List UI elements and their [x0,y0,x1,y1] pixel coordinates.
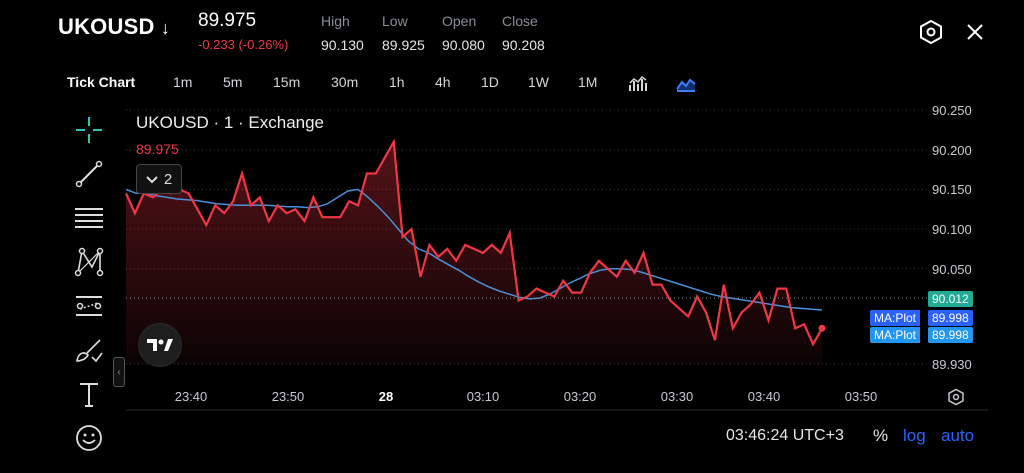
indicators-icon[interactable] [627,73,649,95]
stat-high-value: 90.130 [321,37,364,53]
x-tick-label: 28 [378,389,394,404]
last-price: 89.975 [198,10,257,31]
price-line [124,138,823,347]
ma-line [125,188,823,311]
direction-arrow-icon: ↓ [160,18,171,38]
indicator-count: 2 [163,170,173,188]
percent-scale-toggle[interactable]: % [873,426,889,445]
symbol-title[interactable]: UKOUSD ↓ [58,14,170,40]
stat-low-label: Low [382,13,408,29]
last-price-tag: 90.012 [928,291,973,307]
tab-1m[interactable]: 1m [173,74,193,90]
stat-open-label: Open [442,13,477,29]
chevron-left-icon: ‹ [117,366,121,378]
emoji-icon[interactable] [72,421,106,455]
auto-scale-toggle[interactable]: auto [941,426,975,445]
area-chart-icon[interactable] [675,73,697,95]
stat-close-label: Close [502,13,538,29]
ma-tag-label: MA:Plot [870,327,921,343]
y-tick-label: 90.050 [932,262,972,277]
log-scale-toggle[interactable]: log [903,426,926,445]
collapse-toolbar-button[interactable]: ‹ [113,357,125,387]
y-tick-label: 90.200 [932,143,972,158]
tab-30m[interactable]: 30m [331,74,359,90]
legend-collapse-button[interactable]: 2 [136,164,182,194]
stat-high-label: High [321,13,350,29]
stat-open-value: 90.080 [442,37,485,53]
tab-1w[interactable]: 1W [528,74,549,90]
y-tick-label: 90.250 [932,103,972,118]
price-change: -0.233 (-0.26%) [198,37,289,52]
legend-price: 89.975 [136,141,179,157]
tab-tick-chart[interactable]: Tick Chart [67,74,136,90]
x-tick-label: 03:20 [563,389,597,404]
hexagon-gear-icon[interactable] [917,18,945,46]
fib-lines-icon[interactable] [72,201,106,235]
ma-tag-value: 89.998 [928,310,973,326]
ma-tag-value: 89.998 [928,327,973,343]
tab-1mo[interactable]: 1M [578,74,598,90]
x-tick-label: 23:50 [271,389,305,404]
x-tick-label: 03:30 [660,389,694,404]
stat-low-value: 89.925 [382,37,425,53]
stat-close-value: 90.208 [502,37,545,53]
last-point [818,324,826,332]
axis-settings-icon[interactable] [945,386,967,408]
text-icon[interactable] [72,377,106,411]
y-tick-label: 89.930 [932,357,972,372]
tab-1d[interactable]: 1D [481,74,499,90]
close-icon[interactable] [961,18,989,46]
prediction-icon[interactable] [72,289,106,323]
brush-icon[interactable] [72,333,106,367]
price-area-fill [126,141,822,364]
y-tick-label: 90.150 [932,182,972,197]
crosshair-icon[interactable] [72,113,106,147]
tab-1h[interactable]: 1h [389,74,405,90]
x-tick-label: 03:10 [466,389,500,404]
tradingview-logo-icon [138,323,182,367]
x-tick-label: 03:40 [747,389,781,404]
tab-15m[interactable]: 15m [273,74,301,90]
tab-4h[interactable]: 4h [435,74,451,90]
x-tick-label: 23:40 [174,389,208,404]
ma-tag-label: MA:Plot [870,310,921,326]
symbol-name: UKOUSD [58,14,155,39]
tab-5m[interactable]: 5m [223,74,243,90]
clock-timezone[interactable]: 03:46:24 UTC+3 [726,427,844,444]
pattern-icon[interactable] [72,245,106,279]
chevron-down-icon [146,171,158,188]
y-tick-label: 90.100 [932,222,972,237]
x-tick-label: 03:50 [844,389,878,404]
legend-title[interactable]: UKOUSD · 1 · Exchange [136,113,325,132]
trend-line-icon[interactable] [72,157,106,191]
